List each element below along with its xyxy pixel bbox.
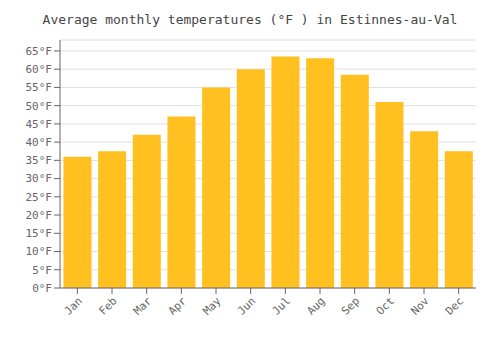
svg-text:45°F: 45°F: [26, 118, 53, 131]
svg-text:May: May: [200, 294, 224, 318]
svg-text:Jun: Jun: [235, 294, 258, 317]
svg-text:5°F: 5°F: [32, 264, 52, 277]
svg-text:15°F: 15°F: [26, 227, 53, 240]
svg-text:50°F: 50°F: [26, 100, 53, 113]
svg-text:0°F: 0°F: [32, 282, 52, 295]
svg-text:Dec: Dec: [443, 294, 466, 317]
svg-text:25°F: 25°F: [26, 191, 53, 204]
svg-text:Oct: Oct: [374, 294, 397, 317]
svg-text:Nov: Nov: [408, 294, 432, 318]
html-text:Average monthly temperatures (: Average monthly temperatures (°F ) in Es…: [42, 12, 458, 27]
svg-text:Jan: Jan: [62, 294, 85, 317]
svg-text:30°F: 30°F: [26, 172, 53, 185]
svg-text:40°F: 40°F: [26, 136, 53, 149]
svg-text:55°F: 55°F: [26, 81, 53, 94]
svg-text:35°F: 35°F: [26, 154, 53, 167]
svg-text:10°F: 10°F: [26, 245, 53, 258]
svg-text:Jul: Jul: [270, 294, 293, 317]
svg-text:Apr: Apr: [166, 294, 190, 318]
svg-text:Feb: Feb: [96, 294, 119, 317]
svg-text:60°F: 60°F: [26, 63, 53, 76]
svg-text:Aug: Aug: [304, 294, 327, 317]
svg-text:20°F: 20°F: [26, 209, 53, 222]
svg-text:65°F: 65°F: [26, 45, 53, 58]
svg-text:Mar: Mar: [131, 294, 155, 318]
svg-text:Sep: Sep: [339, 294, 362, 317]
